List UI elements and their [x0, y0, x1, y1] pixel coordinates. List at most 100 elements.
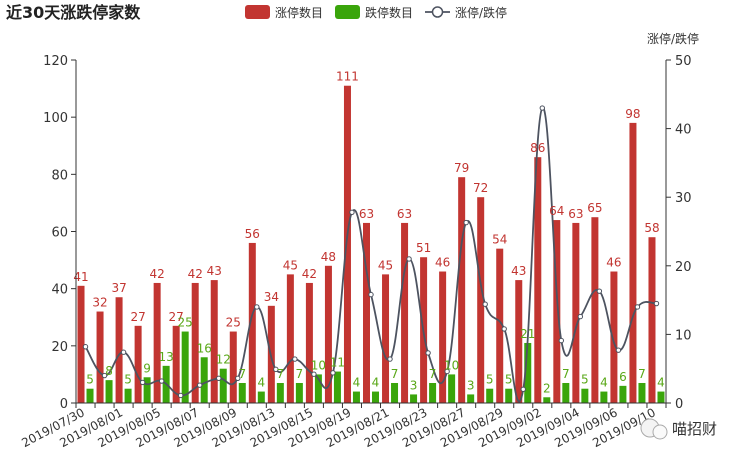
watermark-text: 喵招财: [672, 420, 717, 438]
data-label-limit-up: 43: [511, 264, 526, 278]
bar-limit-up: [496, 248, 504, 403]
bar-limit-up: [382, 274, 390, 403]
data-label-limit-up: 46: [435, 256, 450, 270]
bar-limit-up: [229, 331, 237, 403]
bar-limit-up: [553, 220, 561, 403]
data-label-limit-down: 4: [657, 376, 665, 390]
bar-limit-down: [219, 368, 227, 403]
data-label-limit-up: 37: [111, 281, 126, 295]
data-label-limit-up: 63: [359, 207, 374, 221]
bar-limit-down: [372, 391, 379, 403]
ratio-point: [82, 344, 89, 350]
data-label-limit-up: 41: [73, 270, 88, 284]
data-label-limit-up: 48: [321, 250, 336, 264]
ratio-point: [577, 313, 584, 320]
watermark: 喵招财: [640, 418, 717, 440]
bar-limit-up: [96, 311, 104, 403]
data-label-limit-up: 56: [245, 227, 260, 241]
data-label-limit-down: 8: [105, 364, 113, 378]
ratio-point: [539, 105, 545, 111]
bar-limit-down: [276, 382, 284, 403]
data-label-limit-down: 4: [600, 376, 608, 390]
legend-swatch: [245, 5, 270, 19]
bar-limit-up: [248, 242, 256, 403]
ratio-point: [368, 291, 374, 298]
data-label-limit-up: 63: [568, 207, 583, 221]
bar-limit-down: [524, 342, 532, 403]
bar-limit-down: [543, 397, 551, 403]
data-label-limit-up: 111: [336, 70, 359, 84]
y-right-axis-title: 涨停/跌停: [647, 31, 699, 46]
bar-limit-down: [143, 377, 151, 403]
y-right-tick-label: 0: [675, 397, 683, 412]
bar-limit-down: [657, 391, 665, 403]
y-right-tick-label: 10: [675, 328, 692, 343]
bar-limit-down: [200, 357, 208, 403]
bar-limit-up: [305, 282, 313, 403]
bar-limit-down: [314, 374, 322, 403]
ratio-point: [482, 301, 488, 307]
data-label-limit-down: 7: [296, 367, 304, 381]
ratio-line-series: [82, 105, 660, 403]
ratio-point: [425, 350, 431, 356]
bar-limit-down: [448, 374, 456, 403]
data-label-limit-up: 79: [454, 161, 469, 175]
ratio-point: [273, 366, 279, 373]
data-label-limit-down: 4: [372, 376, 380, 390]
data-label-limit-down: 10: [444, 358, 459, 372]
data-label-limit-up: 25: [226, 316, 241, 330]
bar-limit-up: [648, 237, 656, 403]
legend-item: 涨停/跌停: [425, 5, 507, 20]
data-label-limit-up: 42: [188, 267, 203, 281]
y-left-tick-label: 40: [51, 283, 68, 298]
ratio-point: [558, 337, 565, 344]
ratio-point: [120, 349, 127, 355]
legend-item: 涨停数目: [245, 5, 323, 20]
y-left-tick-label: 60: [51, 226, 68, 241]
data-label-limit-up: 34: [264, 290, 279, 304]
bar-limit-down: [486, 388, 494, 403]
bar-limit-down: [581, 388, 589, 403]
bar-limit-down: [467, 394, 475, 403]
y-right-tick-label: 40: [675, 123, 692, 138]
data-label-limit-down: 7: [562, 367, 570, 381]
bar-limit-down: [105, 380, 113, 403]
ratio-point: [139, 379, 146, 386]
ratio-point: [463, 219, 469, 226]
data-label-limit-down: 12: [216, 353, 231, 367]
legend-label: 跌停数目: [365, 5, 413, 20]
bar-limit-up: [534, 157, 542, 403]
bar-limit-up: [191, 282, 199, 403]
data-label-limit-down: 5: [486, 373, 494, 387]
bar-limit-up: [77, 285, 85, 403]
ratio-point: [501, 326, 507, 332]
wechat-icon-bubble: [652, 424, 668, 440]
data-label-limit-up: 32: [92, 296, 107, 310]
bar-limit-down: [619, 385, 627, 403]
bar-limit-up: [343, 85, 351, 403]
bar-limit-up: [134, 325, 142, 403]
data-label-limit-up: 72: [473, 181, 488, 195]
data-label-limit-up: 27: [130, 310, 145, 324]
bar-limit-down: [238, 382, 246, 403]
data-label-limit-down: 16: [197, 341, 212, 355]
bar-limit-down: [333, 371, 341, 403]
bar-limit-up: [610, 271, 618, 403]
ratio-point: [254, 304, 260, 310]
bar-limit-down: [391, 382, 399, 403]
data-label-limit-down: 5: [86, 373, 94, 387]
data-label-limit-up: 86: [530, 141, 545, 155]
data-label-limit-up: 98: [625, 107, 640, 121]
data-label-limit-down: 5: [124, 373, 132, 387]
data-label-limit-down: 10: [311, 358, 326, 372]
data-label-limit-down: 7: [429, 367, 437, 381]
ratio-point: [311, 371, 317, 377]
bar-limit-up: [572, 222, 580, 403]
ratio-point: [387, 356, 393, 362]
ratio-point: [292, 356, 298, 362]
bar-limit-down: [429, 382, 437, 403]
data-label-limit-down: 5: [505, 373, 513, 387]
ratio-point: [177, 392, 184, 399]
